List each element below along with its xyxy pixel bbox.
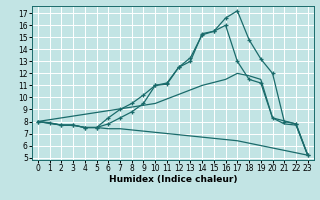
X-axis label: Humidex (Indice chaleur): Humidex (Indice chaleur) <box>108 175 237 184</box>
